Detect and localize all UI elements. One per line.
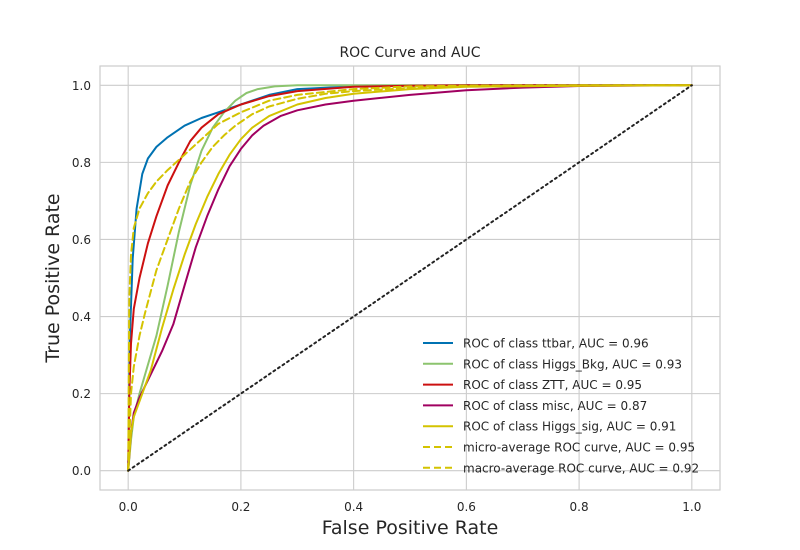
legend-label: ROC of class ttbar, AUC = 0.96: [463, 337, 649, 351]
curves: [127, 84, 693, 472]
y-tick-label: 0.4: [72, 310, 91, 324]
x-tick-label: 0.4: [344, 500, 363, 514]
y-tick-label: 0.2: [72, 387, 91, 401]
legend-label: ROC of class misc, AUC = 0.87: [463, 399, 647, 413]
y-tick-label: 0.0: [72, 464, 91, 478]
legend-label: macro-average ROC curve, AUC = 0.92: [463, 461, 699, 475]
legend-label: ROC of class ZTT, AUC = 0.95: [463, 378, 642, 392]
x-tick-label: 1.0: [682, 500, 701, 514]
legend-label: ROC of class Higgs_Bkg, AUC = 0.93: [463, 357, 682, 371]
roc-curve: [127, 84, 693, 472]
x-tick-label: 0.6: [457, 500, 476, 514]
x-tick-label: 0.8: [570, 500, 589, 514]
chart-title: ROC Curve and AUC: [339, 45, 480, 61]
roc-curve: [127, 84, 693, 472]
x-tick-label: 0.2: [231, 500, 250, 514]
y-tick-label: 0.6: [72, 233, 91, 247]
legend-label: micro-average ROC curve, AUC = 0.95: [463, 441, 695, 455]
legend: ROC of class ttbar, AUC = 0.96 ROC of cla…: [423, 337, 699, 475]
x-tick-label: 0.0: [119, 500, 138, 514]
y-tick-label: 1.0: [72, 79, 91, 93]
legend-label: ROC of class Higgs_sig, AUC = 0.91: [463, 420, 676, 434]
y-tick-label: 0.8: [72, 156, 91, 170]
ticks: 0.0 0.2 0.4 0.6 0.8 1.0 0.0 0.2 0.4 0.6 0.8 1.0: [72, 79, 701, 514]
roc-curve: [127, 84, 693, 472]
roc-curve: [127, 84, 693, 472]
roc-curve: [127, 84, 693, 472]
y-axis-title: True Positive Rate: [42, 193, 64, 363]
x-axis-title: False Positive Rate: [322, 517, 499, 539]
